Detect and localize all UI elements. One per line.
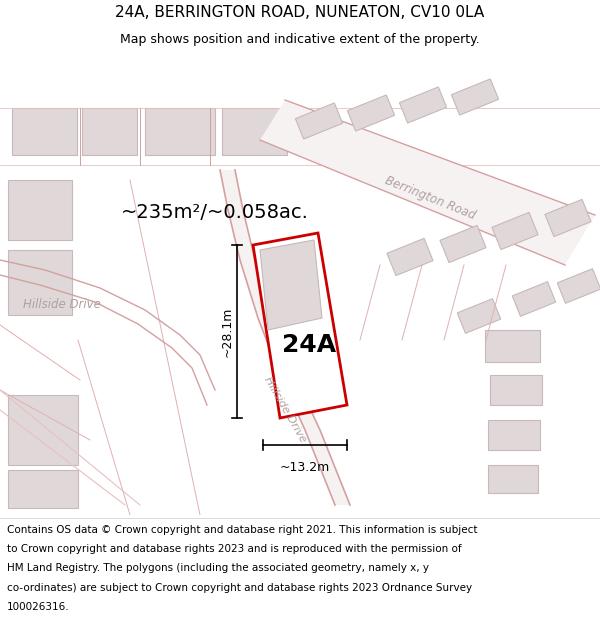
Polygon shape <box>490 375 542 405</box>
Text: co-ordinates) are subject to Crown copyright and database rights 2023 Ordnance S: co-ordinates) are subject to Crown copyr… <box>7 582 472 592</box>
Text: 24A: 24A <box>283 333 337 357</box>
Polygon shape <box>492 213 538 249</box>
Text: ~13.2m: ~13.2m <box>280 461 330 474</box>
Polygon shape <box>488 420 540 450</box>
Polygon shape <box>82 108 137 155</box>
Text: ~28.1m: ~28.1m <box>221 306 233 357</box>
Polygon shape <box>488 465 538 493</box>
Polygon shape <box>512 282 556 316</box>
Polygon shape <box>8 470 78 508</box>
Polygon shape <box>260 240 322 330</box>
Polygon shape <box>457 299 501 333</box>
Text: Berrington Road: Berrington Road <box>383 174 477 222</box>
Polygon shape <box>295 103 343 139</box>
Polygon shape <box>145 108 215 155</box>
Polygon shape <box>347 95 395 131</box>
Polygon shape <box>222 108 287 155</box>
Text: Map shows position and indicative extent of the property.: Map shows position and indicative extent… <box>120 32 480 46</box>
Text: 100026316.: 100026316. <box>7 602 70 612</box>
Polygon shape <box>260 100 595 265</box>
Polygon shape <box>400 87 446 123</box>
Text: ~235m²/~0.058ac.: ~235m²/~0.058ac. <box>121 204 309 222</box>
Text: Contains OS data © Crown copyright and database right 2021. This information is : Contains OS data © Crown copyright and d… <box>7 525 478 535</box>
Polygon shape <box>8 395 78 465</box>
Polygon shape <box>387 238 433 276</box>
Polygon shape <box>253 233 347 418</box>
Polygon shape <box>485 330 540 362</box>
Polygon shape <box>440 226 486 262</box>
Polygon shape <box>557 269 600 303</box>
Polygon shape <box>8 180 72 240</box>
Polygon shape <box>451 79 499 115</box>
Polygon shape <box>12 108 77 155</box>
Text: Hillside Drive: Hillside Drive <box>262 376 308 444</box>
Text: HM Land Registry. The polygons (including the associated geometry, namely x, y: HM Land Registry. The polygons (includin… <box>7 563 429 573</box>
Polygon shape <box>220 170 350 505</box>
Text: 24A, BERRINGTON ROAD, NUNEATON, CV10 0LA: 24A, BERRINGTON ROAD, NUNEATON, CV10 0LA <box>115 5 485 20</box>
Polygon shape <box>8 250 72 315</box>
Polygon shape <box>545 199 591 237</box>
Text: to Crown copyright and database rights 2023 and is reproduced with the permissio: to Crown copyright and database rights 2… <box>7 544 462 554</box>
Text: Hillside Drive: Hillside Drive <box>23 299 101 311</box>
